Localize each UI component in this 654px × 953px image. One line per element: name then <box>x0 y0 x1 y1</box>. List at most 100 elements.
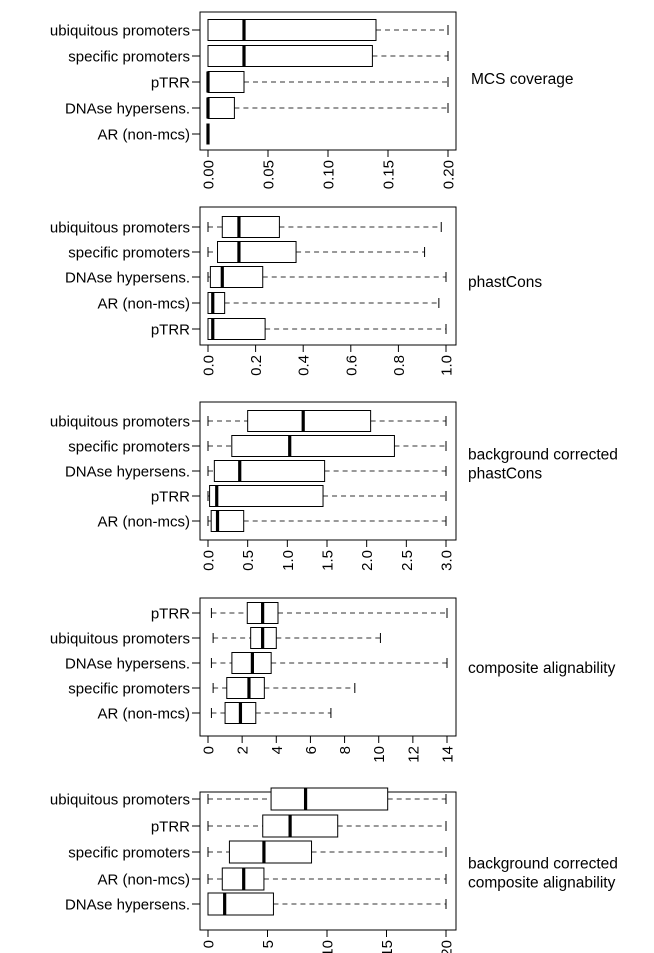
category-label: ubiquitous promoters <box>50 414 190 431</box>
x-tick-label: 0.15 <box>381 160 398 189</box>
box-dnase-hypersens: DNAse hypersens. <box>65 97 449 119</box>
x-tick-label: 8 <box>337 746 354 754</box>
x-tick-label: 12 <box>405 746 422 763</box>
x-tick-label: 14 <box>440 746 457 763</box>
category-label: ubiquitous promoters <box>50 631 190 648</box>
panel-title-line: composite alignability <box>468 875 616 892</box>
box-ptrr: pTRR <box>151 318 447 340</box>
category-label: specific promoters <box>68 49 190 66</box>
chart-panel-1: ubiquitous promoters specific promoters pT… <box>50 11 574 189</box>
iqr-box <box>270 787 389 811</box>
x-tick-label: 0.05 <box>261 160 278 189</box>
category-label: AR (non-mcs) <box>97 127 190 144</box>
category-label: DNAse hypersens. <box>65 464 190 481</box>
x-tick-label: 0.6 <box>343 355 360 376</box>
x-tick-label: 0.00 <box>201 160 218 189</box>
box-ubiquitous-promoters: ubiquitous promoters <box>50 627 381 649</box>
chart-panel-2: ubiquitous promoters specific promoters DN… <box>50 206 542 376</box>
box-ar-non-mcs: AR (non-mcs) <box>97 292 440 314</box>
x-tick-label: 0 <box>201 940 218 948</box>
x-tick-label: 0.5 <box>240 550 257 571</box>
plot-frame <box>199 206 457 346</box>
category-label: pTRR <box>151 489 190 506</box>
x-tick-label: 0.4 <box>296 355 313 376</box>
x-tick-label: 0.10 <box>321 160 338 189</box>
box-ubiquitous-promoters: ubiquitous promoters <box>50 410 447 432</box>
x-tick-label: 0.8 <box>391 355 408 376</box>
category-label: DNAse hypersens. <box>65 897 190 914</box>
x-axis: 0.0 0.2 0.4 0.6 0.8 1.0 <box>201 345 456 376</box>
panel-title-line: background corrected <box>468 856 618 873</box>
x-tick-label: 2.0 <box>359 550 376 571</box>
category-label: ubiquitous promoters <box>50 220 190 237</box>
iqr-box <box>207 19 377 41</box>
box-specific-promoters: specific promoters <box>68 45 449 67</box>
chart-panel-4: pTRR ubiquitous promoters DNAse hypersens.… <box>50 597 616 763</box>
x-tick-label: 3.0 <box>439 550 456 571</box>
iqr-box <box>207 892 274 916</box>
iqr-box <box>213 460 326 482</box>
panel-title-line: phastCons <box>468 466 542 483</box>
box-ubiquitous-promoters: ubiquitous promoters <box>50 19 449 41</box>
x-tick-label: 1.0 <box>280 550 297 571</box>
panel-title: composite alignability <box>468 660 616 677</box>
category-label: AR (non-mcs) <box>97 514 190 531</box>
panel-title: background corrected phastCons <box>468 447 618 483</box>
category-label: pTRR <box>151 75 190 92</box>
category-label: pTRR <box>151 322 190 339</box>
x-axis: 0.0 0.5 1.0 1.5 2.0 2.5 3.0 <box>201 540 456 571</box>
panel-title-line: background corrected <box>468 447 618 464</box>
iqr-box <box>247 410 372 432</box>
iqr-box <box>207 318 266 340</box>
category-label: pTRR <box>151 606 190 623</box>
box-specific-promoters: specific promoters <box>68 840 447 864</box>
box-specific-promoters: specific promoters <box>68 677 356 699</box>
iqr-box <box>262 814 339 838</box>
category-label: ubiquitous promoters <box>50 792 190 809</box>
panel-title: background corrected composite alignabili… <box>468 856 618 892</box>
x-tick-label: 1.5 <box>320 550 337 571</box>
category-label: AR (non-mcs) <box>97 872 190 889</box>
category-label: DNAse hypersens. <box>65 270 190 287</box>
box-specific-promoters: specific promoters <box>68 241 426 263</box>
panel-title-line: composite alignability <box>468 660 616 677</box>
x-axis: 0 2 4 6 8 10 12 14 <box>201 736 457 763</box>
x-axis: 0.00 0.05 0.10 0.15 0.20 <box>201 150 458 189</box>
category-label: specific promoters <box>68 245 190 262</box>
x-tick-label: 0.20 <box>441 160 458 189</box>
box-ar-non-mcs: AR (non-mcs) <box>97 702 332 724</box>
box-ptrr: pTRR <box>151 71 449 93</box>
x-tick-label: 6 <box>303 746 320 754</box>
box-ar-non-mcs: AR (non-mcs) <box>97 867 447 891</box>
iqr-box <box>209 485 324 507</box>
x-tick-label: 2 <box>235 746 252 754</box>
x-tick-label: 2.5 <box>399 550 416 571</box>
iqr-box <box>228 840 313 864</box>
iqr-box <box>226 677 265 699</box>
box-dnase-hypersens: DNAse hypersens. <box>65 266 447 288</box>
iqr-box <box>231 435 395 457</box>
category-label: specific promoters <box>68 439 190 456</box>
panel-title: phastCons <box>468 274 542 291</box>
box-ptrr: pTRR <box>151 485 447 507</box>
x-tick-label: 0.2 <box>248 355 265 376</box>
box-ubiquitous-promoters: ubiquitous promoters <box>50 216 442 238</box>
panel-title-line: MCS coverage <box>471 71 574 88</box>
iqr-box <box>217 241 297 263</box>
box-ar-non-mcs: AR (non-mcs) <box>97 510 447 532</box>
panel-title-line: phastCons <box>468 274 542 291</box>
x-tick-label: 10 <box>320 940 337 953</box>
x-tick-label: 15 <box>379 940 396 953</box>
box-dnase-hypersens: DNAse hypersens. <box>65 652 448 674</box>
iqr-box <box>207 97 235 119</box>
box-dnase-hypersens: DNAse hypersens. <box>65 892 447 916</box>
box-ubiquitous-promoters: ubiquitous promoters <box>50 787 447 811</box>
x-tick-label: 20 <box>439 940 456 953</box>
panel-title: MCS coverage <box>471 71 574 88</box>
box-ar-non-mcs: AR (non-mcs) <box>97 123 210 145</box>
x-tick-label: 4 <box>269 746 286 754</box>
chart-panel-3: ubiquitous promoters specific promoters DN… <box>50 401 618 571</box>
category-label: ubiquitous promoters <box>50 23 190 40</box>
iqr-box <box>221 216 280 238</box>
